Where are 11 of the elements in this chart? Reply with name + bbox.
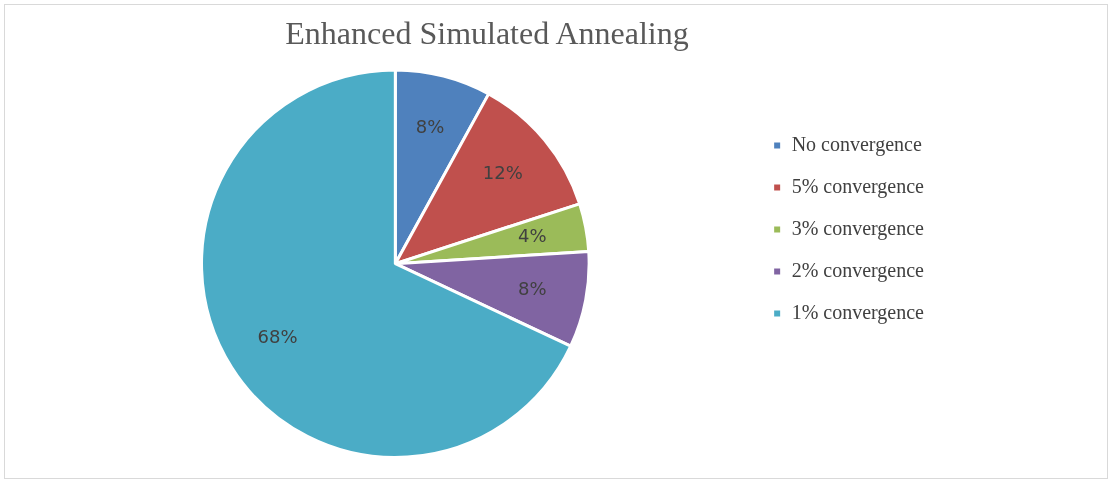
legend-label: No convergence	[791, 132, 922, 156]
chart-title: Enhanced Simulated Annealing	[285, 14, 689, 51]
legend-label: 5% convergence	[791, 174, 925, 198]
data-label: 4%	[518, 225, 547, 247]
data-label: 12%	[482, 162, 523, 184]
data-label: 68%	[257, 326, 298, 348]
legend-label: 1% convergence	[791, 300, 925, 324]
legend-label: 3% convergence	[791, 216, 925, 240]
data-label: 8%	[415, 116, 445, 138]
legend-label: 2% convergence	[791, 258, 925, 282]
data-label: 8%	[518, 277, 547, 299]
